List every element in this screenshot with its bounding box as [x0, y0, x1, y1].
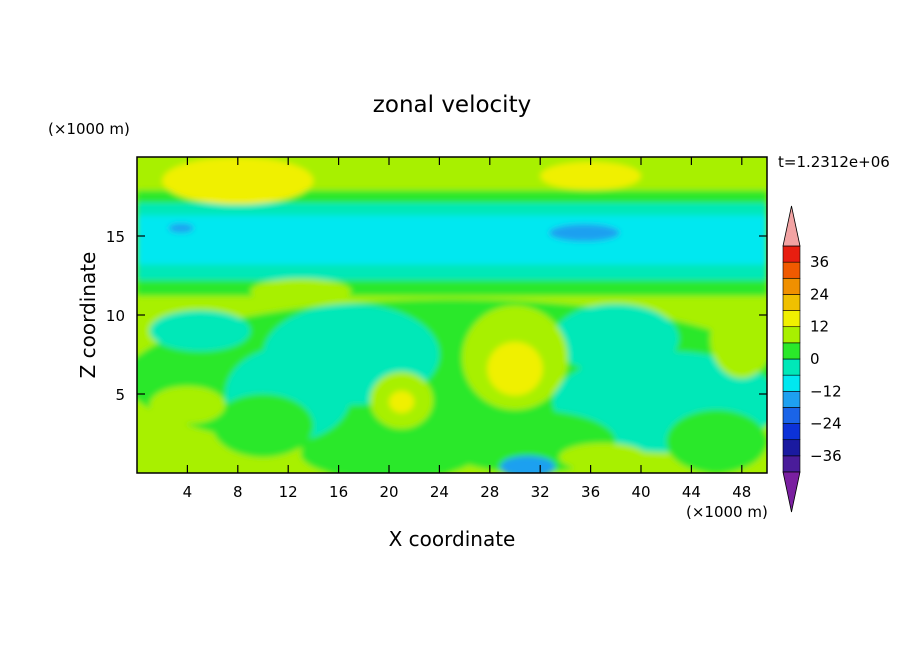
colorbar-tick-label: −12: [810, 382, 842, 400]
colorbar-tick-label: −24: [810, 415, 842, 433]
y-tick-label: 15: [106, 228, 125, 246]
chart-title: zonal velocity: [373, 92, 531, 118]
colorbar-bin: [782, 358, 801, 376]
colorbar-tick-label: 12: [810, 318, 829, 336]
time-label: t=1.2312e+06: [778, 153, 890, 171]
colorbar-bin: [782, 261, 801, 279]
x-tick-label: 40: [631, 483, 650, 501]
colorbar: 36 24 12 0 −12 −24 −36: [782, 205, 842, 513]
x-tick-label: 28: [480, 483, 499, 501]
x-tick-label: 24: [430, 483, 449, 501]
colorbar-bin: [782, 439, 801, 457]
x-axis: 4 8 12 16 20 24 28 32 36 40 44 48: [183, 157, 751, 501]
contour-patch: [162, 157, 314, 205]
y-tick-label: 10: [106, 307, 125, 325]
x-axis-label: X coordinate: [389, 527, 516, 551]
x-tick-label: 36: [581, 483, 600, 501]
colorbar-bin: [782, 390, 801, 408]
y-tick-label: 5: [115, 386, 125, 404]
colorbar-bin: [782, 277, 801, 295]
colorbar-bin: [782, 407, 801, 424]
colorbar-bin: [782, 342, 801, 360]
contour-patch: [149, 386, 226, 425]
colorbar-bin: [782, 423, 801, 441]
x-unit-label: (×1000 m): [686, 503, 768, 521]
contour-patch: [559, 442, 648, 472]
contour-field: [137, 157, 767, 473]
y-unit-label: (×1000 m): [48, 120, 130, 138]
colorbar-bin: [782, 294, 801, 311]
contour-patch: [250, 278, 352, 304]
contour-patch: [149, 310, 251, 352]
colorbar-over-cap: [782, 205, 801, 247]
contour-patch: [666, 409, 767, 473]
contour-patch: [389, 390, 415, 413]
colorbar-bin: [782, 245, 801, 263]
x-tick-label: 8: [233, 483, 243, 501]
y-axis-label: Z coordinate: [76, 252, 100, 379]
contour-patch: [212, 394, 314, 458]
contour-patch: [487, 341, 543, 396]
colorbar-tick-label: 0: [810, 350, 820, 368]
contour-patch: [499, 455, 556, 473]
colorbar-bin: [782, 310, 801, 328]
x-tick-label: 20: [379, 483, 398, 501]
contour-band: [137, 261, 767, 281]
contour-patch: [300, 428, 478, 473]
colorbar-tick-label: 36: [810, 253, 829, 271]
colorbar-bin: [782, 374, 801, 392]
x-tick-label: 44: [682, 483, 701, 501]
contour-patch: [168, 223, 194, 233]
contour-patch: [552, 303, 679, 374]
colorbar-tick-label: 24: [810, 285, 829, 303]
colorbar-bin: [782, 455, 801, 473]
contour-patch: [549, 224, 620, 242]
y-axis: 5 10 15: [106, 228, 767, 404]
contour-band: [137, 212, 767, 265]
contour-band: [137, 199, 767, 216]
colorbar-bin: [782, 326, 801, 344]
x-tick-label: 4: [183, 483, 193, 501]
colorbar-under-cap: [782, 471, 801, 513]
contour-patch: [710, 299, 767, 379]
x-tick-label: 12: [279, 483, 298, 501]
colorbar-tick-label: −36: [810, 447, 842, 465]
x-tick-label: 48: [732, 483, 751, 501]
x-tick-label: 16: [329, 483, 348, 501]
contour-patch: [540, 161, 641, 191]
x-tick-label: 32: [531, 483, 550, 501]
